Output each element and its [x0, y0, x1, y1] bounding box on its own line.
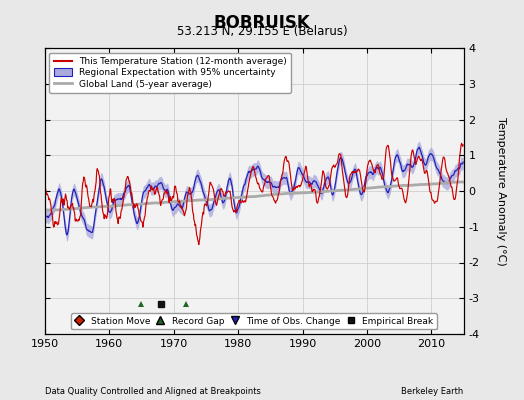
Text: 53.213 N, 29.155 E (Belarus): 53.213 N, 29.155 E (Belarus) — [177, 25, 347, 38]
Text: Data Quality Controlled and Aligned at Breakpoints: Data Quality Controlled and Aligned at B… — [45, 387, 260, 396]
Text: BOBRUISK: BOBRUISK — [214, 14, 310, 32]
Legend: Station Move, Record Gap, Time of Obs. Change, Empirical Break: Station Move, Record Gap, Time of Obs. C… — [71, 313, 437, 330]
Text: Berkeley Earth: Berkeley Earth — [401, 387, 464, 396]
Y-axis label: Temperature Anomaly (°C): Temperature Anomaly (°C) — [496, 117, 506, 265]
